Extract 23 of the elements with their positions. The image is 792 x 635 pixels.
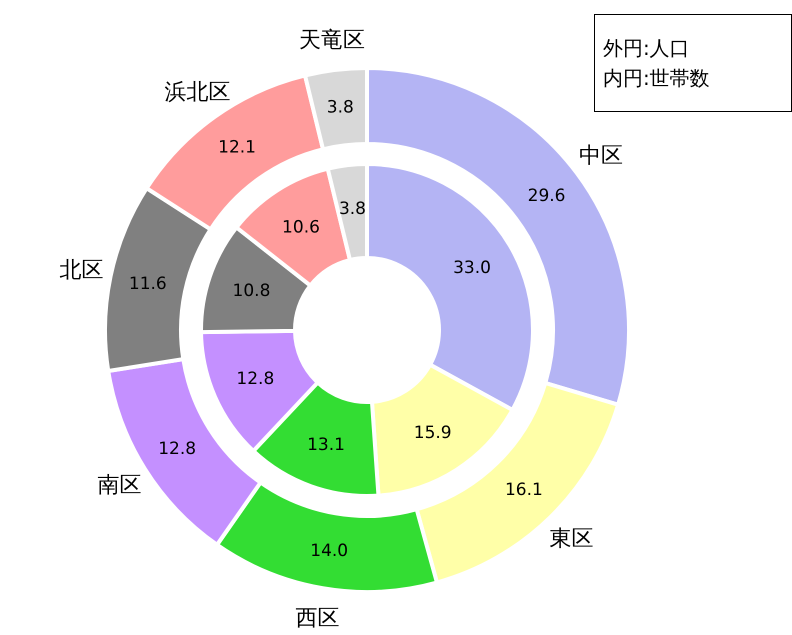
slice-label: 中区: [579, 143, 624, 168]
data-label: 11.6: [128, 274, 167, 294]
data-label: 12.1: [218, 138, 256, 158]
data-label: 3.8: [338, 198, 366, 219]
data-label: 29.6: [528, 186, 566, 206]
text: 外円:人口: [603, 35, 691, 62]
data-label: 10.8: [232, 280, 270, 301]
data-label: 10.6: [282, 217, 320, 238]
data-label: 15.9: [414, 422, 452, 443]
data-label: 3.8: [326, 98, 354, 118]
data-label: 16.1: [504, 480, 543, 500]
text: 内円:世帯数: [603, 65, 711, 92]
slice-label: 南区: [97, 472, 142, 498]
data-label: 12.8: [158, 438, 196, 459]
data-label: 13.1: [307, 434, 345, 455]
data-label: 12.8: [236, 369, 274, 390]
data-label: 14.0: [310, 540, 348, 561]
slice-label: 浜北区: [164, 80, 231, 106]
data-label: 33.0: [453, 258, 491, 278]
slice-label: 西区: [296, 606, 340, 631]
slice-label: 天竜区: [299, 28, 366, 54]
slice-label: 北区: [59, 258, 104, 283]
slice-label: 東区: [550, 526, 594, 552]
